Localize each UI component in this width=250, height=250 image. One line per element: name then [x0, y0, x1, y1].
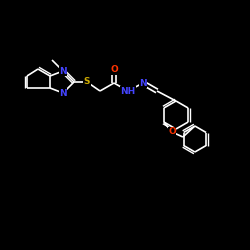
Text: N: N	[139, 78, 147, 88]
Text: N: N	[59, 88, 67, 98]
Text: O: O	[168, 128, 176, 136]
Text: NH: NH	[120, 86, 136, 96]
Text: O: O	[110, 66, 118, 74]
Text: S: S	[84, 78, 90, 86]
Text: N: N	[59, 66, 67, 76]
